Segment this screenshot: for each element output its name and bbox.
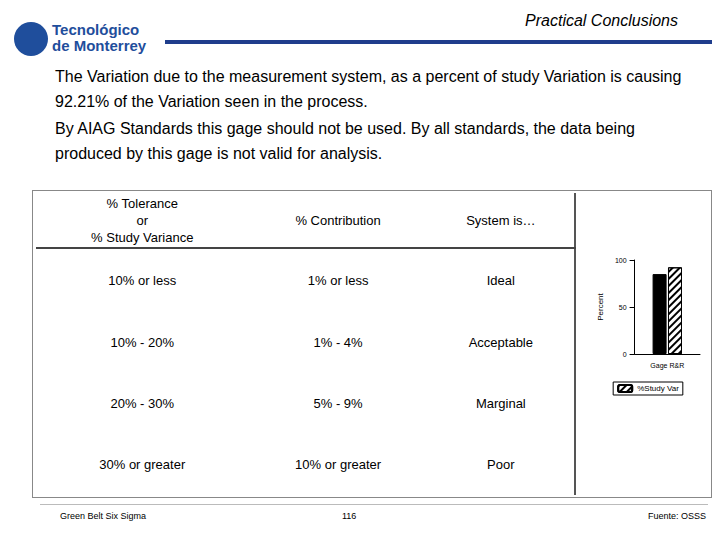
svg-text:Gage R&R: Gage R&R bbox=[650, 362, 684, 370]
html-text:20% - 30%: 20% - 30% bbox=[110, 396, 174, 412]
html-text:10% or greater: 10% or greater bbox=[295, 457, 382, 472]
html-text:Practical Conclusions: Practical Conclusions bbox=[525, 12, 678, 29]
svg-text:50: 50 bbox=[619, 304, 627, 311]
html-text:The Variation due to the measu: The Variation due to the measurement sys… bbox=[55, 68, 682, 110]
html-text:By AIAG Standards this gage sh: By AIAG Standards this gage should not b… bbox=[55, 120, 635, 162]
svg-text:100: 100 bbox=[615, 257, 627, 264]
html-text:de Monterrey: de Monterrey bbox=[52, 37, 147, 54]
html-text:116: 116 bbox=[342, 511, 357, 521]
html-text:Marginal: Marginal bbox=[475, 396, 526, 412]
html-text:1% - 4%: 1% - 4% bbox=[313, 335, 363, 351]
html-text:% Study Variance: % Study Variance bbox=[91, 229, 194, 245]
html-text:1% or less: 1% or less bbox=[307, 273, 369, 289]
svg-text:%Study Var: %Study Var bbox=[637, 384, 679, 393]
html-text:5% - 9%: 5% - 9% bbox=[313, 396, 363, 412]
html-text:Green Belt Six Sigma: Green Belt Six Sigma bbox=[60, 511, 146, 521]
html-text:or: or bbox=[136, 212, 148, 228]
html-text:Acceptable: Acceptable bbox=[468, 335, 533, 351]
html-text:Fuente: OSSS: Fuente: OSSS bbox=[648, 511, 706, 521]
html-text:Tecnológico: Tecnológico bbox=[52, 21, 140, 38]
html-text:10% - 20%: 10% - 20% bbox=[110, 335, 174, 351]
svg-text:0: 0 bbox=[623, 351, 627, 358]
html-text:30% or greater: 30% or greater bbox=[99, 457, 186, 472]
html-text:Ideal: Ideal bbox=[486, 273, 515, 289]
html-text:10% or less: 10% or less bbox=[108, 273, 177, 289]
html-text:Poor: Poor bbox=[487, 457, 515, 472]
html-text:% Contribution: % Contribution bbox=[295, 212, 381, 228]
html-text:% Tolerance: % Tolerance bbox=[106, 195, 178, 211]
svg-text:Percent: Percent bbox=[596, 292, 605, 320]
html-text:System is…: System is… bbox=[466, 212, 536, 228]
